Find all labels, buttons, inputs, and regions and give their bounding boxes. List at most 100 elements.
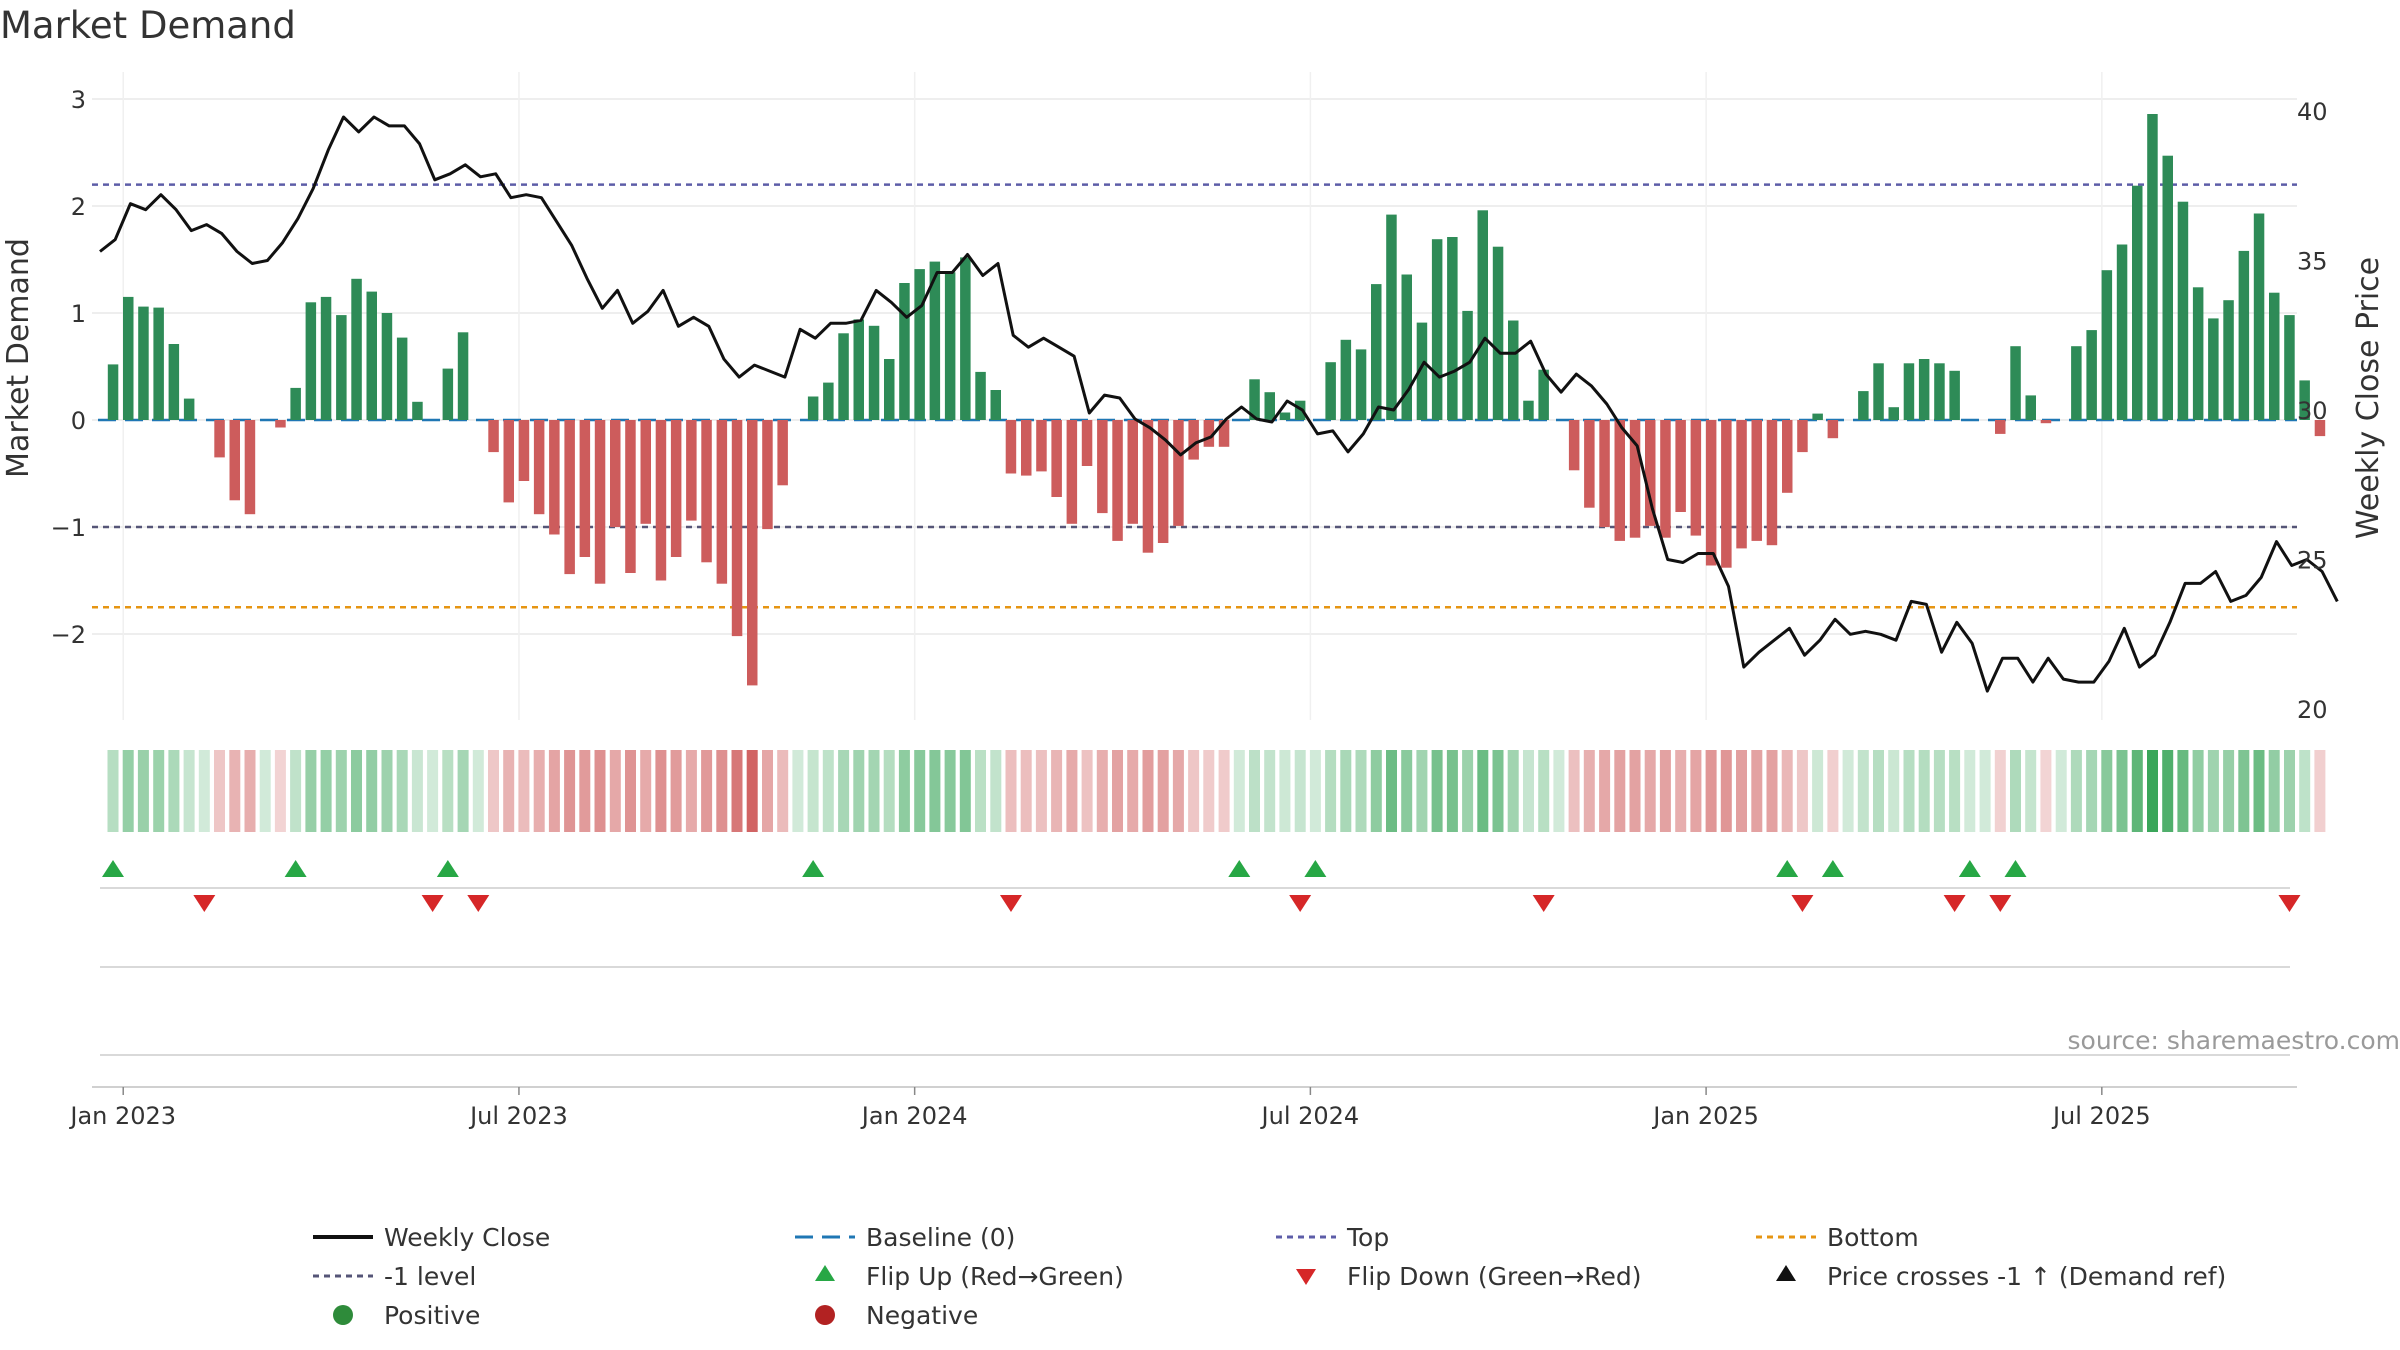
heat-cell xyxy=(122,750,134,832)
demand-bar-positive xyxy=(1873,363,1884,420)
demand-bar-positive xyxy=(929,261,941,420)
heat-cell xyxy=(1857,750,1869,832)
legend-swatch-flip-down xyxy=(1296,1269,1316,1285)
heat-cell xyxy=(457,750,469,832)
x-tick-label: Jul 2023 xyxy=(468,1102,568,1130)
heat-cell xyxy=(2223,750,2235,832)
heat-cell xyxy=(488,750,499,832)
demand-bar-positive xyxy=(2132,185,2143,420)
heat-cell xyxy=(1979,750,1991,832)
heat-cell xyxy=(1644,750,1656,832)
flip-down-marker xyxy=(1532,895,1555,912)
demand-bar-negative xyxy=(1629,420,1641,538)
demand-bar-negative xyxy=(1660,420,1671,538)
heat-cell xyxy=(1659,750,1671,832)
flip-down-marker xyxy=(1289,895,1312,912)
source-note: source: sharemaestro.com xyxy=(2068,1026,2400,1055)
demand-bar-negative xyxy=(686,420,697,521)
demand-bar-positive xyxy=(2086,330,2097,420)
left-tick-label: 3 xyxy=(71,86,86,114)
heat-cell xyxy=(746,750,758,832)
weekly-close-polyline xyxy=(99,115,2339,693)
heat-cell xyxy=(320,750,332,832)
heat-cell xyxy=(1294,750,1306,832)
heat-cell xyxy=(731,750,743,832)
demand-bar-positive xyxy=(2101,270,2113,420)
heat-cell xyxy=(366,750,378,832)
demand-bar-positive xyxy=(807,396,819,420)
demand-bar-positive xyxy=(2192,287,2204,420)
demand-bar-negative xyxy=(1721,420,1732,568)
demand-bar-positive xyxy=(2162,155,2173,420)
heat-cell xyxy=(1020,750,1032,832)
demand-bar-negative xyxy=(1645,420,1656,526)
chart-title: Market Demand xyxy=(0,4,296,47)
demand-bar-negative xyxy=(275,420,286,428)
demand-bar-positive xyxy=(944,272,956,420)
heat-cell xyxy=(503,750,515,832)
demand-bar-negative xyxy=(1995,420,2006,434)
flip-down-marker xyxy=(421,895,444,912)
heat-cell xyxy=(1690,750,1702,832)
demand-bar-positive xyxy=(990,390,1001,420)
x-tick-label: Jan 2025 xyxy=(1651,1102,1759,1130)
flip-up-marker xyxy=(1776,860,1799,877)
heat-cell xyxy=(762,750,773,832)
demand-bar-positive xyxy=(2238,250,2250,420)
heat-cell xyxy=(1264,750,1276,832)
legend-swatch-positive xyxy=(333,1305,353,1325)
demand-bar-negative xyxy=(701,420,712,563)
demand-bar-negative xyxy=(1081,420,1093,466)
demand-bar-negative xyxy=(1005,420,1017,474)
heat-cell xyxy=(381,750,393,832)
demand-bar-positive xyxy=(823,382,834,420)
demand-bar-negative xyxy=(1797,420,1808,453)
heat-cell xyxy=(472,750,484,832)
demand-bar-negative xyxy=(1614,420,1625,541)
flip-up-marker xyxy=(1821,860,1844,877)
flip-down-marker xyxy=(1989,895,2012,912)
heat-cell xyxy=(701,750,713,832)
heat-cell xyxy=(1553,750,1565,832)
heat-cell xyxy=(594,750,606,832)
demand-bar-positive xyxy=(914,269,925,420)
heat-cell xyxy=(2055,750,2067,832)
demand-bar-positive xyxy=(1401,274,1412,420)
flip-up-marker xyxy=(1228,860,1251,877)
demand-bar-positive xyxy=(1325,362,1336,420)
legend-label-bottom: Bottom xyxy=(1827,1223,1919,1252)
left-tick-label: 2 xyxy=(71,193,86,221)
demand-bar-positive xyxy=(107,364,119,420)
demand-bar-negative xyxy=(731,420,743,637)
demand-bar-negative xyxy=(1599,420,1610,527)
demand-bar-positive xyxy=(320,296,332,420)
heat-cell xyxy=(1705,750,1717,832)
demand-bar-negative xyxy=(1751,420,1762,541)
heat-cell xyxy=(1188,750,1200,832)
demand-bar-negative xyxy=(1705,420,1717,566)
demand-bar-negative xyxy=(1782,420,1793,493)
demand-bar-positive xyxy=(2208,318,2219,420)
demand-bar-negative xyxy=(610,420,621,527)
demand-bar-positive xyxy=(1538,369,1549,420)
demand-bar-positive xyxy=(884,359,895,420)
heat-cell xyxy=(198,750,210,832)
demand-bar-positive xyxy=(960,257,971,420)
demand-bar-negative xyxy=(1173,420,1184,526)
heat-cell xyxy=(777,750,789,832)
x-tick-label: Jan 2023 xyxy=(68,1102,176,1130)
heat-cell xyxy=(2086,750,2098,832)
heat-cell xyxy=(1431,750,1443,832)
demand-bar-positive xyxy=(899,283,910,420)
demand-bar-negative xyxy=(244,420,256,515)
demand-bar-negative xyxy=(670,420,682,557)
demand-bar-positive xyxy=(381,313,393,420)
heat-cell xyxy=(533,750,545,832)
x-axis: Jan 2023 Jul 2023 Jan 2024 Jul 2024 Jan 2025… xyxy=(68,1086,2297,1130)
flip-up-marker xyxy=(102,860,124,877)
demand-bar-negative xyxy=(1188,420,1199,460)
heat-cell xyxy=(335,750,347,832)
heat-cell xyxy=(2147,750,2158,832)
demand-bar-positive xyxy=(2010,346,2021,420)
